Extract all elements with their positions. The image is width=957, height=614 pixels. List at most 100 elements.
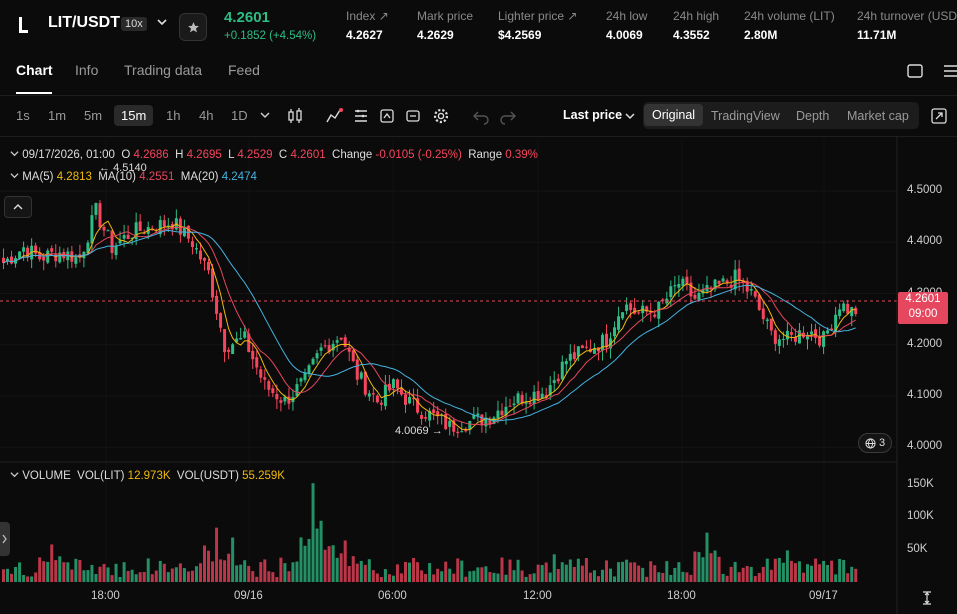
candle-body (287, 396, 291, 404)
stat-1: Mark price 4.2629 (417, 9, 473, 42)
candle-body (673, 285, 677, 287)
view-depth[interactable]: Depth (796, 109, 830, 123)
pair-name[interactable]: LIT/USDT (48, 14, 120, 31)
volume-bar (721, 573, 725, 582)
volume-bar (657, 572, 661, 582)
candle-body (263, 377, 267, 380)
volume-collapse-icon[interactable] (10, 470, 19, 479)
volume-bar (480, 567, 484, 582)
candle-body (355, 359, 359, 380)
volume-bar (697, 552, 701, 582)
price-chart[interactable] (0, 136, 957, 614)
volume-bar (600, 569, 604, 582)
volume-bar (777, 557, 781, 582)
timeframe-15m[interactable]: 15m (114, 105, 154, 126)
volume-bar (717, 556, 721, 582)
menu-icon[interactable] (944, 64, 957, 78)
volume-bar (842, 559, 846, 582)
candle-body (331, 343, 335, 351)
timeframe-chevron-icon[interactable] (259, 109, 271, 121)
legend-collapse-icon[interactable] (10, 149, 19, 158)
drawing-tools-icon[interactable] (352, 107, 370, 125)
candle-type-icon[interactable] (286, 107, 304, 125)
indicators-icon[interactable] (325, 107, 343, 125)
chevron-right-icon (2, 534, 7, 544)
volume-bar (472, 570, 476, 582)
compare-icon[interactable] (378, 107, 396, 125)
undo-icon[interactable] (472, 107, 490, 125)
volume-bar (319, 520, 323, 582)
view-tradingview[interactable]: TradingView (711, 109, 780, 123)
price-source-select[interactable]: Last price (563, 108, 623, 122)
price-source-chevron-icon[interactable] (624, 110, 636, 122)
timeframe-1h[interactable]: 1h (166, 108, 181, 123)
volume-bar (576, 558, 580, 582)
stat-3: 24h low 4.0069 (606, 9, 647, 42)
ma20-value: 4.2474 (221, 171, 257, 183)
candle-body (677, 284, 681, 288)
candle-body (653, 314, 657, 317)
timeframe-1m[interactable]: 1m (48, 108, 67, 123)
candle-body (94, 203, 98, 215)
candle-body (239, 338, 243, 340)
template-icon[interactable] (404, 107, 422, 125)
x-tick-label: 09/17 (809, 590, 838, 602)
timeframe-4h[interactable]: 4h (199, 108, 214, 123)
candle-body (472, 414, 476, 419)
volume-bar (126, 570, 130, 582)
candle-body (689, 282, 693, 297)
volume-bar (170, 568, 174, 582)
candle-body (564, 361, 568, 365)
vol-usdt-label: VOL(USDT) (176, 470, 239, 482)
current-price-badge: 4.2601 09:00 (898, 292, 948, 324)
candle-body (412, 398, 416, 400)
indicator-count-button[interactable]: 3 (858, 433, 892, 453)
volume-bar (613, 576, 617, 582)
view-market-cap[interactable]: Market cap (847, 109, 909, 123)
candle-body (584, 346, 588, 348)
timeframe-5m[interactable]: 5m (84, 108, 103, 123)
legend-high: 4.2695 (186, 149, 222, 161)
legend-toggle-button[interactable] (4, 196, 32, 218)
tab-trading-data[interactable]: Trading data (124, 62, 203, 78)
tab-chart[interactable]: Chart (16, 62, 53, 78)
timeframe-1s[interactable]: 1s (16, 108, 30, 123)
candle-body (106, 230, 110, 232)
fullscreen-icon[interactable] (930, 107, 948, 125)
view-original[interactable]: Original (644, 104, 704, 126)
candle-body (343, 337, 347, 347)
candle-body (126, 234, 130, 240)
tab-feed[interactable]: Feed (228, 62, 260, 78)
candle-body (58, 252, 62, 263)
side-panel-handle[interactable] (0, 522, 10, 556)
chevron-down-icon[interactable] (156, 16, 168, 28)
volume-bar (830, 560, 834, 582)
window-icon[interactable] (907, 64, 923, 78)
volume-bar (818, 564, 822, 582)
volume-bar (797, 561, 801, 582)
stat-label: 24h volume (LIT) (744, 9, 835, 23)
redo-icon[interactable] (499, 107, 517, 125)
candle-body (697, 292, 701, 300)
candle-body (138, 221, 142, 231)
timeframe-1d[interactable]: 1D (231, 108, 248, 123)
tab-info[interactable]: Info (75, 62, 99, 78)
volume-bar (138, 572, 142, 582)
ma-collapse-icon[interactable] (10, 171, 19, 180)
legend-datetime: 09/17/2026, 01:00 (22, 149, 115, 161)
volume-bar (239, 564, 243, 582)
stat-2[interactable]: Lighter price ↗ $4.2569 (498, 9, 577, 42)
volume-bar (520, 570, 524, 582)
candle-body (854, 307, 858, 314)
favorite-button[interactable] (179, 13, 207, 41)
volume-bar (359, 560, 363, 582)
volume-bar (424, 573, 428, 582)
volume-bar (500, 557, 504, 582)
stat-label: Lighter price ↗ (498, 9, 578, 23)
settings-gear-icon[interactable] (432, 107, 450, 125)
axis-scale-icon[interactable] (920, 591, 934, 605)
stat-0[interactable]: Index ↗ 4.2627 (346, 9, 389, 42)
volume-tick-label: 150K (907, 477, 934, 490)
volume-bar (404, 561, 407, 582)
volume-bar (134, 574, 138, 582)
